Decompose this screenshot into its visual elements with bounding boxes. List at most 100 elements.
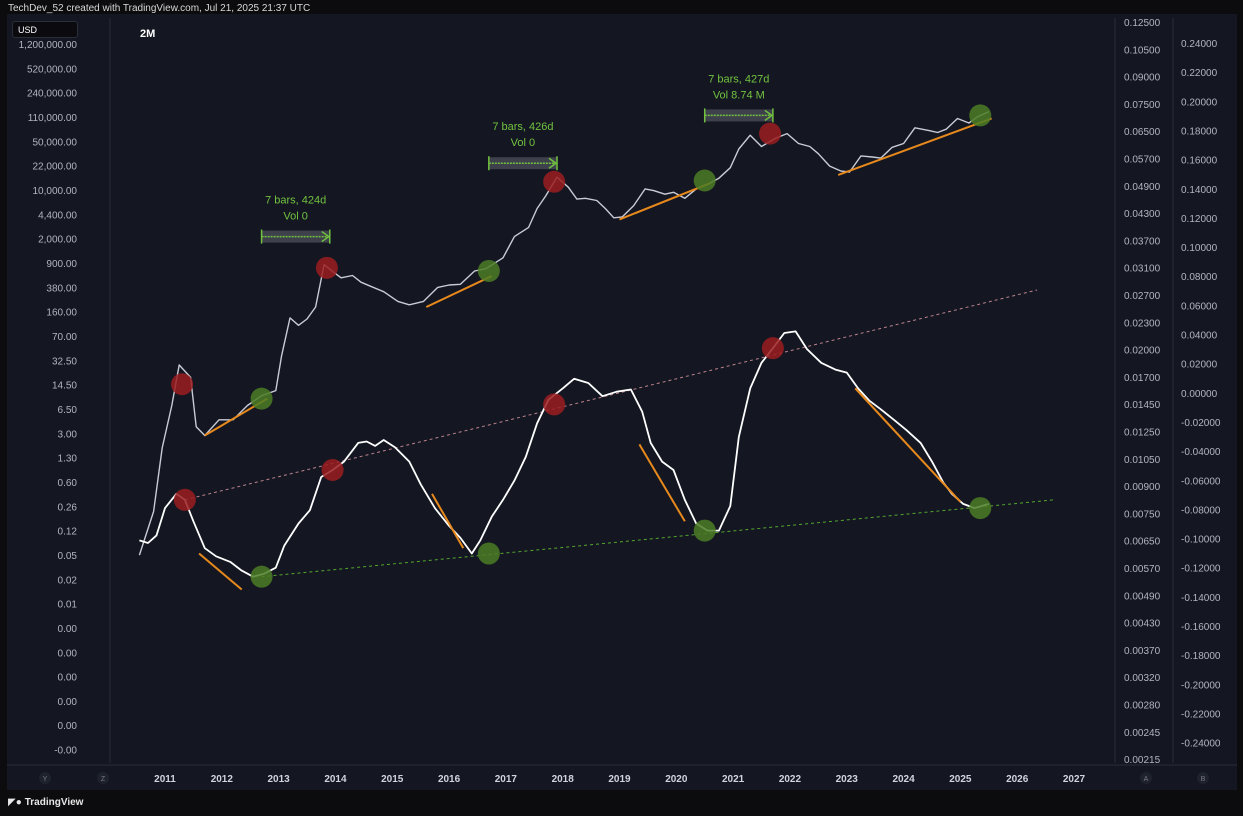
axis-button-b: B (1201, 776, 1206, 783)
right-axis-2-label: 0.10000 (1181, 243, 1218, 254)
right-axis-1-label: 0.03700 (1124, 236, 1161, 247)
left-axis-label: 10,000.00 (33, 186, 78, 197)
bottom-marker (693, 169, 716, 192)
support-trend-line (261, 499, 1055, 578)
right-axis-2-label: 0.22000 (1181, 68, 1218, 79)
right-axis-2-label: 0.06000 (1181, 301, 1218, 312)
measure-label-vol: Vol 8.74 M (713, 89, 765, 101)
right-axis-2-label: -0.02000 (1181, 418, 1221, 429)
time-axis-label: 2024 (892, 774, 915, 785)
top-marker (321, 459, 344, 482)
right-axis-2-label: 0.04000 (1181, 331, 1218, 342)
right-axis-1-label: 0.04300 (1124, 209, 1161, 220)
left-axis-label: -0.00 (54, 746, 77, 757)
right-axis-2-label: -0.22000 (1181, 709, 1221, 720)
top-marker (173, 488, 196, 511)
right-axis-1-label: 0.00750 (1124, 509, 1161, 520)
measure-label-bars: 7 bars, 426d (492, 121, 553, 133)
measure-arrow-head (764, 109, 774, 122)
left-axis-label: 0.26 (58, 502, 78, 513)
right-axis-2-label: 0.00000 (1181, 389, 1218, 400)
right-axis-1-label: 0.00430 (1124, 619, 1161, 630)
axis-button-y: Y (43, 776, 48, 783)
bottom-marker (250, 565, 273, 588)
bottom-marker (477, 259, 500, 282)
measure-label-bars: 7 bars, 424d (265, 195, 326, 207)
left-axis-label: 6.50 (58, 405, 78, 416)
left-axis-label: 1,200,000.00 (19, 40, 78, 51)
right-axis-1-label: 0.00320 (1124, 673, 1161, 684)
tv-logo-icon: ◤● (8, 797, 22, 808)
right-axis-1-label: 0.01050 (1124, 455, 1161, 466)
time-axis-label: 2016 (438, 774, 461, 785)
measure-label-bars: 7 bars, 427d (708, 73, 769, 85)
right-axis-1-label: 0.00900 (1124, 482, 1161, 493)
top-marker (543, 393, 566, 416)
orange-trend-segment (619, 182, 711, 221)
axis-button-bg (1140, 772, 1152, 784)
right-axis-1-label: 0.00570 (1124, 564, 1161, 575)
time-axis-label: 2018 (552, 774, 575, 785)
right-axis-2-label: 0.02000 (1181, 360, 1218, 371)
measure-arrow-head (548, 157, 558, 169)
right-axis-2-label: -0.12000 (1181, 564, 1221, 575)
right-axis-1-label: 0.04900 (1124, 182, 1161, 193)
orange-trend-segment (425, 275, 493, 308)
left-axis-label: 0.12 (58, 527, 78, 538)
time-axis-label: 2022 (779, 774, 802, 785)
right-axis-1-label: 0.01700 (1124, 373, 1161, 384)
right-axis-2-label: 0.24000 (1181, 39, 1218, 50)
right-axis-2-label: -0.10000 (1181, 535, 1221, 546)
right-axis-1-label: 0.03100 (1124, 264, 1161, 275)
axis-button-bg (97, 772, 109, 784)
right-axis-1-label: 0.00490 (1124, 591, 1161, 602)
currency-selector[interactable]: USD (12, 21, 78, 38)
left-axis-label: 22,000.00 (33, 162, 78, 173)
right-axis-1-label: 0.00650 (1124, 537, 1161, 548)
bottom-marker (693, 519, 716, 542)
right-axis-2-label: -0.08000 (1181, 505, 1221, 516)
interval-label: 2M (140, 28, 156, 40)
measure-annotations: 7 bars, 424d Vol 0 7 bars, 426d Vol 0 7 bars… (260, 73, 774, 244)
right-axis-2-label: -0.16000 (1181, 622, 1221, 633)
right-axis-2-label: -0.20000 (1181, 680, 1221, 691)
bottom-marker (969, 104, 992, 127)
right-axis-1-label: 0.00280 (1124, 701, 1161, 712)
axis-button-a: A (1144, 776, 1149, 783)
orange-trend-segment (198, 552, 243, 591)
left-axis-label: 0.00 (58, 648, 78, 659)
left-axis-label: 160.00 (46, 308, 77, 319)
chart-area[interactable]: 7 bars, 424d Vol 0 7 bars, 426d Vol 0 7 bars… (7, 14, 1237, 790)
right-axis-1-label: 0.02700 (1124, 291, 1161, 302)
time-axis-label: 2019 (608, 774, 631, 785)
left-axis-label: 0.02 (58, 575, 78, 586)
axis-panes (7, 18, 1237, 766)
time-axis-label: 2012 (211, 774, 234, 785)
left-axis-label: 110,000.00 (28, 113, 78, 124)
axis-button-bg (1197, 772, 1209, 784)
time-axis-label: 2015 (381, 774, 404, 785)
time-axis-label: 2023 (836, 774, 859, 785)
right-axis-1-label: 0.02300 (1124, 318, 1161, 329)
bottom-marker (477, 542, 500, 565)
left-axis-label: 70.00 (52, 332, 77, 343)
footer-bar: ◤● TradingView (0, 790, 1243, 816)
cycle-markers (171, 104, 992, 588)
right-axis-1-label: 0.06500 (1124, 127, 1161, 138)
left-axis-label: 240,000.00 (27, 89, 77, 100)
right-axis-1-label: 0.00215 (1124, 755, 1161, 766)
time-axis-label: 2011 (154, 774, 176, 785)
axis-button-bg (39, 772, 51, 784)
measure-arrow-head (321, 230, 331, 243)
right-axis-2-label: -0.14000 (1181, 593, 1221, 604)
time-axis-label: 2014 (324, 774, 347, 785)
left-axis-label: 900.00 (46, 259, 77, 270)
right-axis-1-label: 0.00245 (1124, 728, 1161, 739)
orange-trend-segment (638, 443, 686, 522)
axes-labels: 1,200,000.00 520,000.00 240,000.00 110,000.… (19, 18, 1221, 785)
left-axis-label: 380.00 (46, 283, 77, 294)
bottom-marker (969, 497, 992, 520)
left-axis-label: 0.00 (58, 721, 78, 732)
tradingview-logo[interactable]: ◤● TradingView (8, 797, 83, 808)
right-axis-2-label: -0.24000 (1181, 739, 1221, 750)
